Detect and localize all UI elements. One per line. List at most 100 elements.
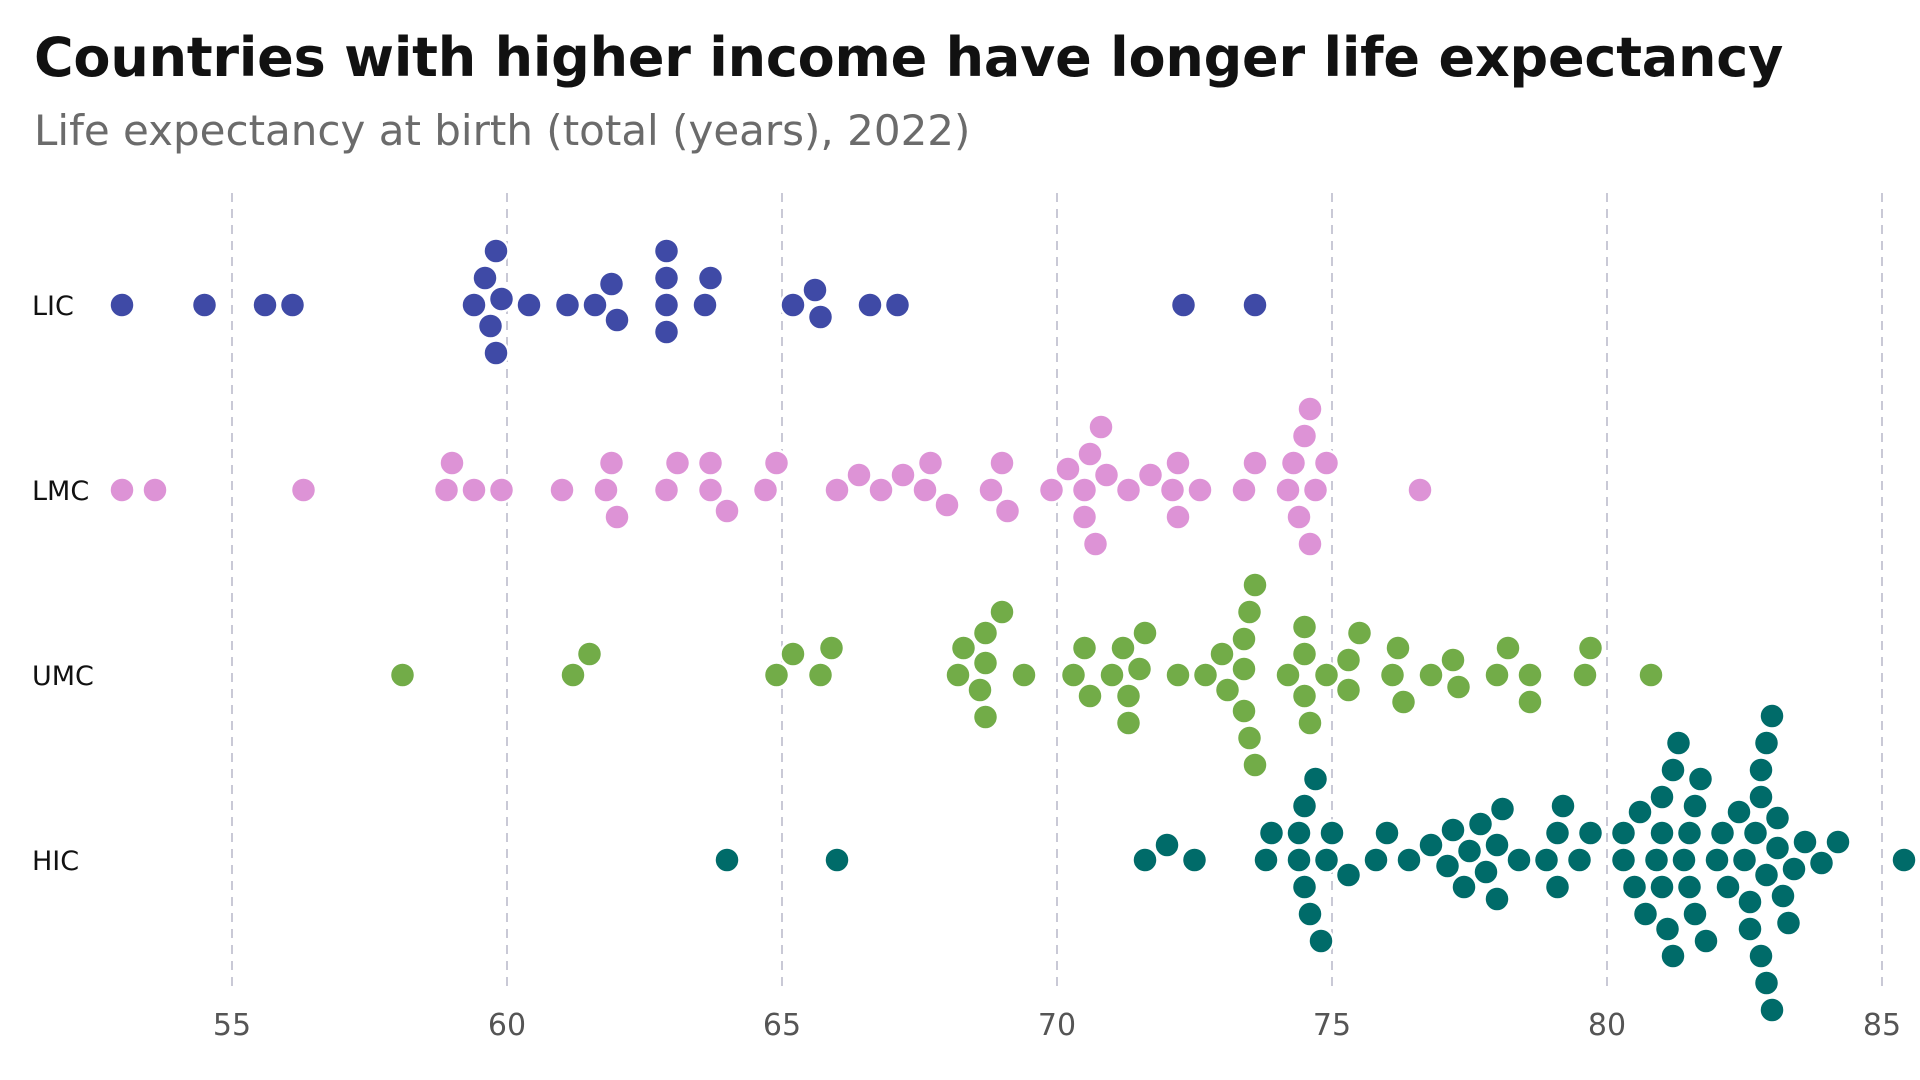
point-lic-11 <box>553 291 582 319</box>
point-hic-10 <box>1290 792 1319 820</box>
point-umc-50 <box>1483 661 1511 689</box>
point-lmc-5 <box>460 476 488 504</box>
point-lic-4 <box>460 291 488 319</box>
point-hic-27 <box>1483 831 1511 859</box>
point-umc-51 <box>1494 634 1522 662</box>
point-lmc-4 <box>438 449 466 477</box>
point-umc-0 <box>388 661 417 689</box>
point-lmc-40 <box>1164 503 1192 531</box>
point-hic-74 <box>1763 804 1792 832</box>
point-lmc-42 <box>1230 476 1258 504</box>
point-hic-78 <box>1791 828 1819 856</box>
point-hic-44 <box>1648 873 1676 901</box>
point-hic-48 <box>1659 942 1687 970</box>
point-lmc-45 <box>1279 449 1308 477</box>
point-umc-10 <box>971 649 1000 677</box>
point-lmc-21 <box>889 461 917 489</box>
point-umc-3 <box>762 661 791 689</box>
point-umc-25 <box>1191 661 1220 689</box>
point-hic-63 <box>1736 915 1764 943</box>
point-lmc-15 <box>713 497 741 525</box>
category-label-lmc: LMC <box>32 476 89 507</box>
point-umc-18 <box>1098 661 1126 689</box>
x-tick-label-70: 70 <box>1038 1008 1076 1043</box>
point-lmc-3 <box>432 476 461 504</box>
point-hic-66 <box>1747 756 1775 784</box>
point-umc-52 <box>1516 661 1544 689</box>
point-lmc-36 <box>1114 476 1143 504</box>
point-lic-27 <box>1241 291 1269 319</box>
point-hic-57 <box>1703 846 1731 874</box>
point-hic-32 <box>1543 819 1572 847</box>
point-hic-71 <box>1758 702 1786 730</box>
point-hic-35 <box>1565 846 1594 874</box>
point-umc-44 <box>1378 661 1407 689</box>
point-hic-77 <box>1780 855 1808 883</box>
point-umc-17 <box>1076 682 1104 710</box>
point-hic-31 <box>1532 846 1561 874</box>
point-umc-7 <box>944 661 972 689</box>
point-lic-2 <box>251 291 279 319</box>
point-lmc-16 <box>751 476 780 504</box>
point-umc-31 <box>1235 598 1264 626</box>
category-labels: LIC LMC UMC HIC <box>32 291 94 877</box>
point-hic-51 <box>1675 819 1704 847</box>
point-lic-15 <box>652 291 681 319</box>
point-lic-17 <box>652 318 681 346</box>
point-umc-9 <box>966 676 994 704</box>
point-hic-18 <box>1373 819 1401 847</box>
category-label-umc: UMC <box>32 661 94 692</box>
point-umc-34 <box>1241 751 1269 779</box>
point-umc-1 <box>559 661 587 689</box>
x-tick-label-85: 85 <box>1863 1008 1901 1043</box>
data-points <box>108 237 1918 1024</box>
point-lmc-28 <box>1037 476 1066 504</box>
point-umc-24 <box>1164 661 1192 689</box>
point-lic-14 <box>603 306 631 334</box>
point-hic-81 <box>1890 846 1918 874</box>
point-hic-53 <box>1681 792 1709 820</box>
point-lmc-23 <box>916 449 945 477</box>
point-lic-10 <box>515 291 543 319</box>
point-hic-20 <box>1417 831 1445 859</box>
point-hic-13 <box>1307 927 1335 955</box>
point-lmc-46 <box>1285 503 1313 531</box>
point-lic-21 <box>779 291 807 319</box>
point-hic-59 <box>1714 873 1742 901</box>
point-umc-27 <box>1213 676 1242 704</box>
chart-subtitle: Life expectancy at birth (total (years),… <box>34 106 971 155</box>
point-lic-6 <box>476 312 505 340</box>
point-hic-34 <box>1549 792 1577 820</box>
x-tick-label-75: 75 <box>1313 1008 1351 1043</box>
point-umc-19 <box>1109 634 1137 662</box>
point-umc-38 <box>1290 613 1319 641</box>
point-umc-45 <box>1384 634 1412 662</box>
point-lmc-8 <box>592 476 620 504</box>
point-hic-76 <box>1774 909 1803 937</box>
category-label-hic: HIC <box>32 846 79 877</box>
point-umc-15 <box>1059 661 1088 689</box>
point-lmc-26 <box>988 449 1016 477</box>
point-hic-38 <box>1609 819 1638 847</box>
point-lic-26 <box>1169 291 1198 319</box>
x-tick-label-55: 55 <box>213 1008 251 1043</box>
point-lmc-37 <box>1136 461 1165 489</box>
point-hic-61 <box>1730 846 1759 874</box>
point-hic-72 <box>1758 996 1786 1024</box>
point-hic-26 <box>1472 858 1500 886</box>
point-lmc-18 <box>823 476 851 504</box>
point-umc-4 <box>779 640 807 668</box>
point-hic-37 <box>1609 846 1638 874</box>
point-lmc-6 <box>487 476 516 504</box>
point-umc-20 <box>1114 682 1143 710</box>
point-umc-12 <box>971 703 1000 731</box>
point-hic-21 <box>1433 852 1462 880</box>
point-lmc-34 <box>1087 413 1115 441</box>
point-umc-37 <box>1290 682 1319 710</box>
point-lic-12 <box>581 291 609 319</box>
point-lmc-38 <box>1158 476 1187 504</box>
point-umc-13 <box>988 598 1016 626</box>
point-umc-23 <box>1131 619 1159 647</box>
point-hic-55 <box>1686 765 1715 793</box>
